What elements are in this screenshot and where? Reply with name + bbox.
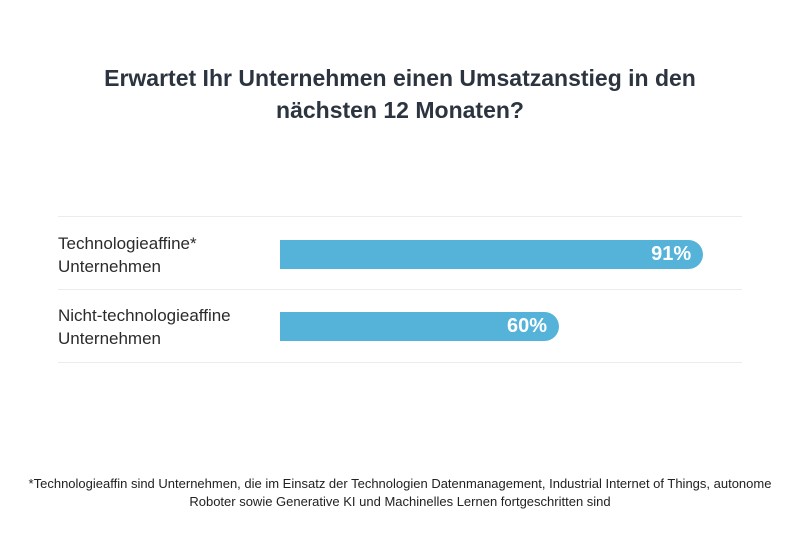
row-divider (58, 362, 742, 363)
category-label: Nicht-technologieaffine Unternehmen (58, 304, 268, 350)
bar: 91% (280, 240, 704, 269)
row-divider (58, 289, 742, 290)
category-label: Technologieaffine* Unternehmen (58, 232, 268, 278)
data-label: 60% (506, 315, 547, 337)
bar: 60% (280, 312, 559, 341)
category-label-line: Technologieaffine* (58, 234, 197, 253)
data-label: 91% (651, 243, 692, 265)
footnote: *Technologieaffin sind Unternehmen, die … (28, 476, 772, 509)
category-label-line: Unternehmen (58, 329, 162, 348)
chart-title: Erwartet Ihr Unternehmen einen Umsatzans… (104, 65, 696, 123)
category-label-line: Unternehmen (58, 257, 162, 276)
row-divider (58, 216, 742, 217)
category-label-line: Nicht-technologieaffine (58, 306, 231, 325)
